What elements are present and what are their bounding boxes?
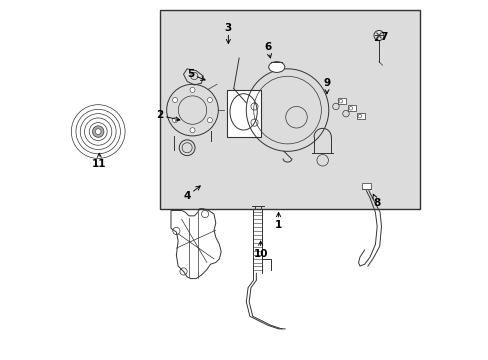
Text: 2: 2 — [156, 111, 180, 121]
Text: 8: 8 — [372, 194, 380, 208]
Circle shape — [172, 98, 177, 103]
Circle shape — [95, 129, 101, 134]
Text: 1: 1 — [274, 212, 282, 230]
Text: 11: 11 — [92, 153, 106, 169]
Bar — [362, 183, 370, 189]
Bar — [357, 113, 365, 119]
Text: 10: 10 — [253, 241, 267, 258]
Circle shape — [92, 126, 104, 137]
Bar — [348, 105, 356, 111]
Text: 5: 5 — [187, 69, 204, 80]
Ellipse shape — [268, 62, 285, 72]
Circle shape — [207, 118, 212, 123]
Circle shape — [190, 87, 195, 93]
Circle shape — [172, 118, 177, 123]
Bar — [226, 90, 260, 137]
Text: 3: 3 — [224, 23, 231, 44]
Circle shape — [190, 128, 195, 133]
Bar — [160, 10, 419, 209]
Text: 9: 9 — [323, 78, 330, 94]
Text: 7: 7 — [374, 32, 387, 41]
Text: 4: 4 — [183, 186, 200, 201]
Bar — [338, 98, 346, 104]
Text: 6: 6 — [264, 42, 271, 58]
Circle shape — [207, 98, 212, 103]
